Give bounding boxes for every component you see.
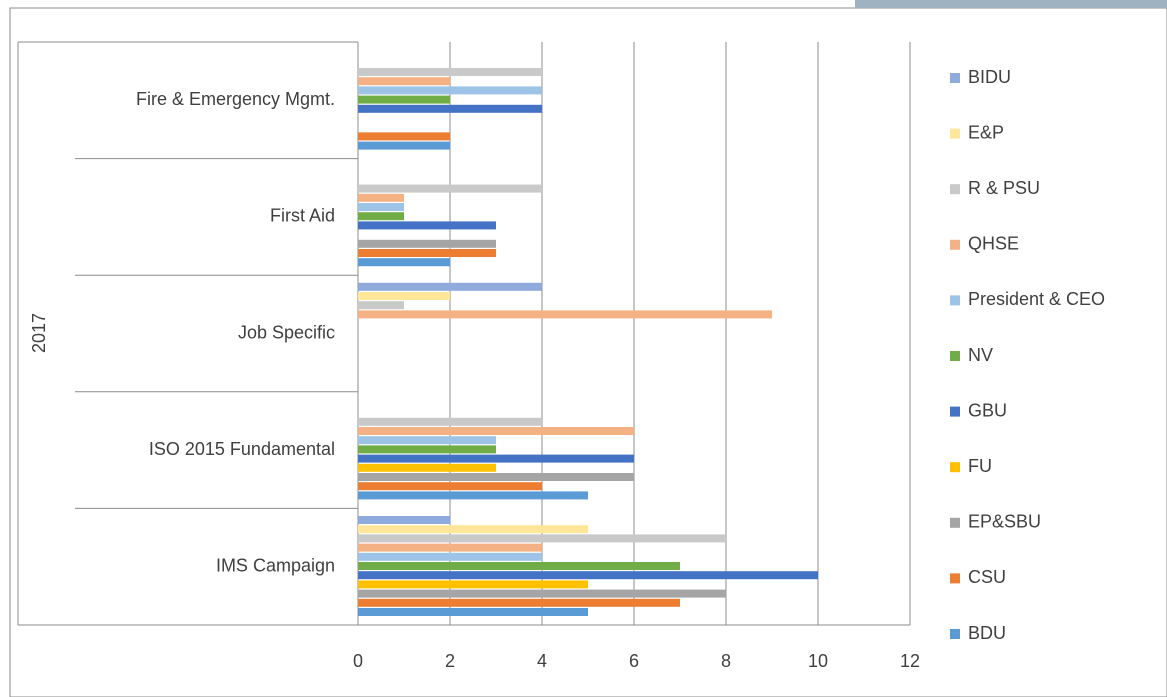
bar — [358, 482, 542, 491]
bar — [358, 212, 404, 221]
bar — [358, 571, 818, 580]
legend-label: BIDU — [968, 67, 1011, 87]
bar — [358, 516, 450, 524]
bar — [358, 445, 496, 454]
bar — [358, 104, 542, 113]
legend-label: EP&SBU — [968, 512, 1041, 532]
legend-label: E&P — [968, 122, 1004, 142]
bar — [358, 562, 680, 570]
bar — [358, 292, 450, 300]
legend-label: NV — [968, 345, 993, 365]
bar — [358, 249, 496, 257]
bar — [358, 141, 450, 150]
bar — [358, 543, 542, 552]
bar — [358, 417, 542, 426]
bar — [358, 608, 588, 616]
x-tick-label: 8 — [721, 651, 731, 671]
y-tick-label: Fire & Emergency Mgmt. — [136, 89, 335, 109]
bar — [358, 589, 726, 598]
bar — [358, 132, 450, 141]
bar — [358, 534, 726, 543]
chart-border — [9, 7, 1167, 697]
legend-swatch — [950, 351, 960, 361]
y-tick-label: Job Specific — [238, 322, 335, 342]
legend-swatch — [950, 73, 960, 83]
bar — [358, 552, 542, 561]
bar — [358, 491, 588, 500]
bar — [358, 301, 404, 310]
x-tick-label: 10 — [808, 651, 828, 671]
bar — [358, 258, 450, 267]
legend-label: President & CEO — [968, 289, 1105, 309]
bar — [358, 473, 634, 481]
legend-label: GBU — [968, 400, 1007, 420]
legend-label: R & PSU — [968, 178, 1040, 198]
bar — [358, 203, 404, 211]
bar — [358, 221, 496, 230]
legend-label: CSU — [968, 567, 1006, 587]
legend-swatch — [950, 406, 960, 417]
bar — [358, 77, 450, 86]
legend-label: FU — [968, 456, 992, 476]
bar — [358, 427, 634, 435]
bar — [358, 86, 542, 95]
bar — [358, 580, 588, 589]
legend-swatch — [950, 239, 960, 250]
bar — [358, 239, 496, 248]
y-tick-label: ISO 2015 Fundamental — [149, 439, 335, 459]
legend-swatch — [950, 573, 960, 584]
x-tick-label: 0 — [353, 651, 363, 671]
legend-swatch — [950, 517, 960, 528]
bar — [358, 463, 496, 472]
y-tick-label: IMS Campaign — [216, 555, 335, 575]
bar — [358, 193, 404, 202]
legend-swatch — [950, 128, 960, 139]
bar — [358, 598, 680, 607]
bar — [358, 95, 450, 104]
legend-label: QHSE — [968, 234, 1019, 254]
legend-swatch — [950, 629, 960, 639]
legend-swatch — [950, 184, 960, 195]
legend-swatch — [950, 295, 960, 306]
background-fragment — [855, 0, 1167, 8]
legend-label: BDU — [968, 623, 1006, 643]
legend-swatch — [950, 462, 960, 473]
group-label: 2017 — [29, 313, 49, 353]
x-tick-label: 12 — [900, 651, 920, 671]
x-tick-label: 2 — [445, 651, 455, 671]
x-tick-label: 6 — [629, 651, 639, 671]
bar — [358, 454, 634, 463]
bar — [358, 282, 542, 291]
bar — [358, 525, 588, 534]
x-tick-label: 4 — [537, 651, 547, 671]
y-tick-label: First Aid — [270, 206, 335, 226]
bar — [358, 436, 496, 445]
bar — [358, 310, 772, 319]
bar — [358, 68, 542, 76]
bar — [358, 184, 542, 193]
